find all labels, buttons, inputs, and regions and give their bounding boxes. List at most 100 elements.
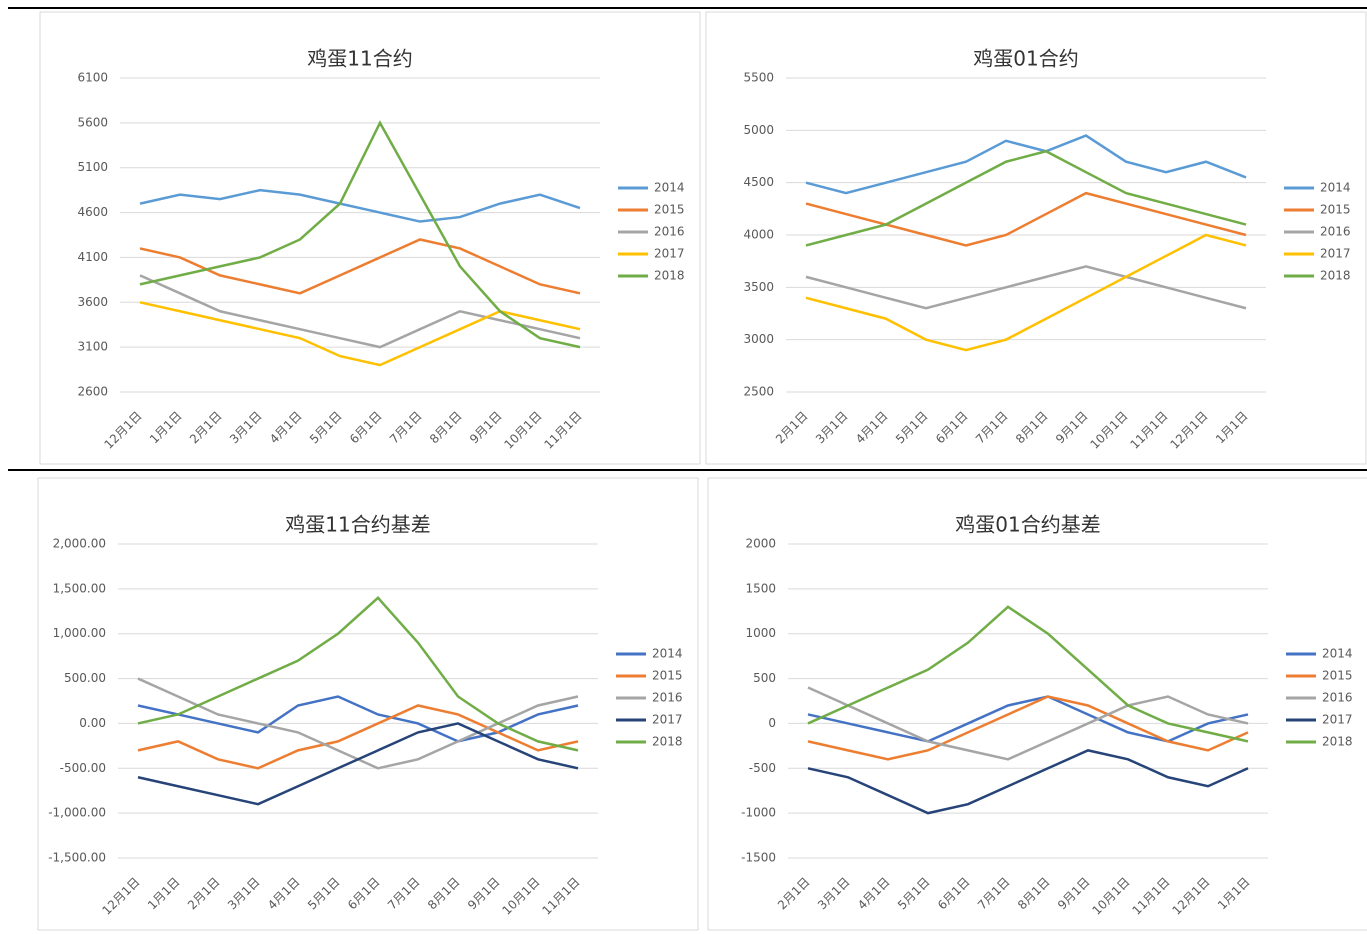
x-tick-label: 2月1日 bbox=[187, 409, 225, 447]
legend-label: 2014 bbox=[1320, 181, 1351, 195]
legend-label: 2018 bbox=[654, 269, 685, 283]
x-tick-label: 2月1日 bbox=[775, 875, 813, 913]
series-line bbox=[805, 134, 1247, 195]
x-tick-label: 8月1日 bbox=[1015, 875, 1053, 913]
x-tick-label: 12月1日 bbox=[100, 875, 143, 918]
y-tick-label: 3500 bbox=[743, 280, 774, 294]
legend-label: 2015 bbox=[652, 669, 683, 683]
x-tick-label: 5月1日 bbox=[305, 875, 343, 913]
legend-label: 2017 bbox=[1322, 713, 1353, 727]
y-tick-label: 2500 bbox=[743, 385, 774, 399]
x-tick-label: 3月1日 bbox=[225, 875, 263, 913]
x-tick-label: 3月1日 bbox=[227, 409, 265, 447]
series-line bbox=[807, 695, 1249, 743]
legend-label: 2015 bbox=[1322, 669, 1353, 683]
legend-label: 2016 bbox=[654, 225, 685, 239]
chart: 2600 3100 3600 4100 4600 5100 5600 6100 12月1日 1月1… bbox=[39, 11, 701, 465]
legend-label: 2016 bbox=[1322, 691, 1353, 705]
x-tick-label: 1月1日 bbox=[1213, 409, 1251, 447]
series-line bbox=[805, 191, 1247, 247]
x-tick-label: 11月1日 bbox=[1128, 409, 1171, 452]
series-line bbox=[137, 704, 579, 770]
y-tick-label: 4000 bbox=[743, 228, 774, 242]
y-tick-label: 1,000.00 bbox=[53, 626, 106, 640]
chart-title: 鸡蛋01合约 bbox=[973, 47, 1078, 71]
y-tick-label: 1000 bbox=[745, 626, 776, 640]
x-tick-label: 7月1日 bbox=[975, 875, 1013, 913]
series-line bbox=[137, 596, 579, 752]
x-tick-label: 1月1日 bbox=[147, 409, 185, 447]
y-tick-label: 3000 bbox=[743, 332, 774, 346]
y-tick-label: -1500 bbox=[741, 851, 776, 865]
series-line bbox=[139, 301, 581, 367]
x-tick-label: 4月1日 bbox=[855, 875, 893, 913]
x-tick-label: 9月1日 bbox=[467, 409, 505, 447]
x-tick-label: 6月1日 bbox=[935, 875, 973, 913]
x-tick-label: 1月1日 bbox=[1215, 875, 1253, 913]
x-tick-label: 8月1日 bbox=[425, 875, 463, 913]
x-tick-label: 3月1日 bbox=[815, 875, 853, 913]
x-tick-label: 5月1日 bbox=[893, 409, 931, 447]
y-tick-label: 500 bbox=[753, 671, 776, 685]
x-tick-label: 7月1日 bbox=[385, 875, 423, 913]
x-tick-label: 9月1日 bbox=[1055, 875, 1093, 913]
y-tick-label: 4100 bbox=[77, 250, 108, 264]
x-tick-label: 8月1日 bbox=[1013, 409, 1051, 447]
y-tick-label: 5000 bbox=[743, 123, 774, 137]
y-tick-label: 5500 bbox=[743, 71, 774, 85]
y-tick-label: 1500 bbox=[745, 581, 776, 595]
series-line bbox=[805, 233, 1247, 352]
series-line bbox=[139, 274, 581, 349]
legend-label: 2018 bbox=[1320, 269, 1351, 283]
x-tick-label: 10月1日 bbox=[500, 875, 543, 918]
chart-frame bbox=[707, 477, 1367, 931]
y-tick-label: -1000 bbox=[741, 806, 776, 820]
x-tick-label: 11月1日 bbox=[1130, 875, 1173, 918]
x-tick-label: 6月1日 bbox=[933, 409, 971, 447]
chart: 2500 3000 3500 4000 4500 5000 5500 2月1日 3月1日 4月1日… bbox=[705, 11, 1367, 465]
legend-label: 2017 bbox=[1320, 247, 1351, 261]
y-tick-label: 5600 bbox=[77, 115, 108, 129]
chart: -1500 -1000 -500 0 500 1000 1500 2000 2月1日 3月1日 4月… bbox=[707, 477, 1367, 931]
y-tick-label: 3600 bbox=[77, 295, 108, 309]
chart-title: 鸡蛋11合约 bbox=[307, 47, 412, 71]
x-tick-label: 8月1日 bbox=[427, 409, 465, 447]
x-tick-label: 9月1日 bbox=[1053, 409, 1091, 447]
x-tick-label: 11月1日 bbox=[542, 409, 585, 452]
y-tick-label: 500.00 bbox=[64, 671, 106, 685]
x-tick-label: 2月1日 bbox=[185, 875, 223, 913]
x-tick-label: 10月1日 bbox=[502, 409, 545, 452]
y-tick-label: 0.00 bbox=[79, 716, 106, 730]
x-tick-label: 10月1日 bbox=[1088, 409, 1131, 452]
x-tick-label: 5月1日 bbox=[895, 875, 933, 913]
y-tick-label: 2600 bbox=[77, 385, 108, 399]
y-tick-label: 3100 bbox=[77, 340, 108, 354]
x-tick-label: 6月1日 bbox=[345, 875, 383, 913]
legend-label: 2018 bbox=[1322, 735, 1353, 749]
x-tick-label: 4月1日 bbox=[853, 409, 891, 447]
x-tick-label: 7月1日 bbox=[973, 409, 1011, 447]
series-line bbox=[805, 149, 1247, 247]
y-tick-label: -500.00 bbox=[60, 761, 106, 775]
legend-label: 2014 bbox=[654, 181, 685, 195]
x-tick-label: 10月1日 bbox=[1090, 875, 1133, 918]
x-tick-label: 7月1日 bbox=[387, 409, 425, 447]
series-line bbox=[139, 188, 581, 223]
legend-label: 2016 bbox=[1320, 225, 1351, 239]
x-tick-label: 12月1日 bbox=[102, 409, 145, 452]
chart-frame bbox=[37, 477, 699, 931]
chart: -1,500.00 -1,000.00 -500.00 0.00 500.00 1,000… bbox=[37, 477, 699, 931]
x-tick-label: 1月1日 bbox=[145, 875, 183, 913]
y-tick-label: 4500 bbox=[743, 175, 774, 189]
legend-label: 2015 bbox=[1320, 203, 1351, 217]
x-tick-label: 5月1日 bbox=[307, 409, 345, 447]
x-tick-label: 2月1日 bbox=[773, 409, 811, 447]
series-line bbox=[137, 722, 579, 806]
y-tick-label: -1,500.00 bbox=[48, 851, 106, 865]
legend-label: 2015 bbox=[654, 203, 685, 217]
x-tick-label: 12月1日 bbox=[1168, 409, 1211, 452]
chart-frame bbox=[705, 11, 1367, 465]
series-line bbox=[807, 749, 1249, 815]
x-tick-label: 4月1日 bbox=[265, 875, 303, 913]
